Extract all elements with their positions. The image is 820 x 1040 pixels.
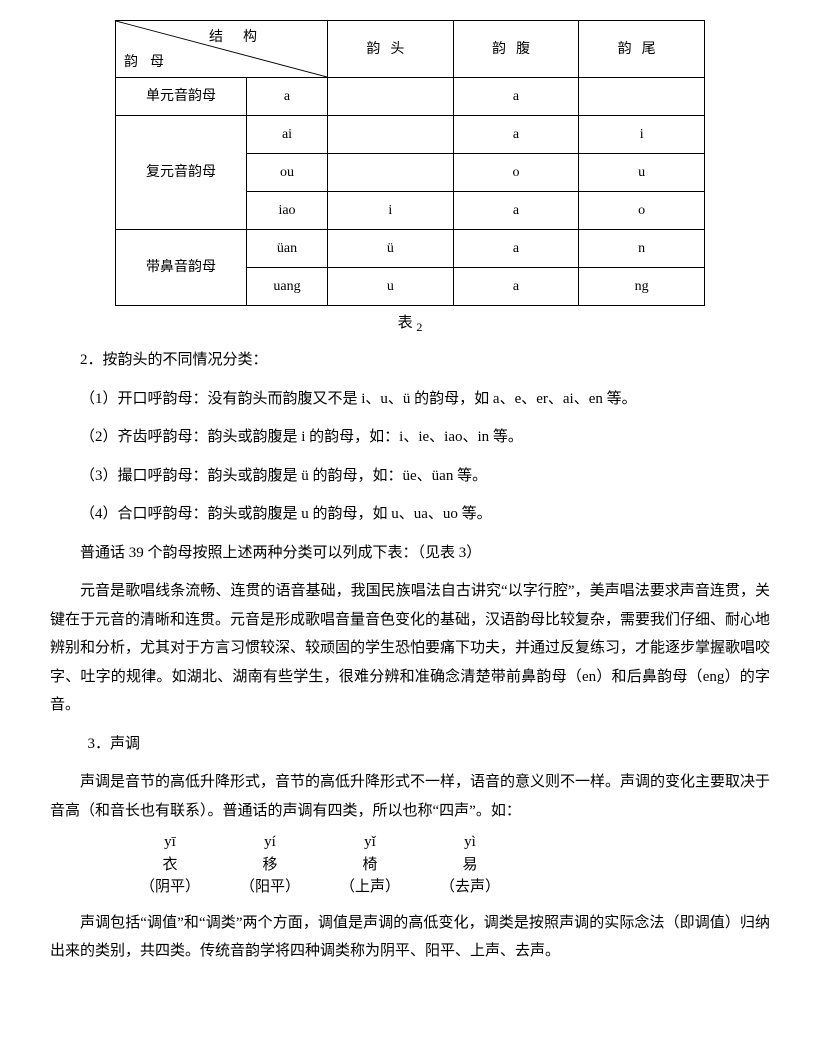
cell-full: iao [247,192,328,230]
page-root: 结构 韵母 韵头 韵腹 韵尾 单元音韵母 a a 复元音韵母 ai a [0,0,820,996]
cell-tail: ng [579,268,705,306]
tone-name: （上声） [340,876,400,899]
four-tones-example: yī yí yǐ yì 衣 移 椅 易 （阴平） （阳平） （上声） （去声） [140,831,770,899]
tone-pinyin: yǐ [340,831,400,854]
classification-item: （4）合口呼韵母：韵头或韵腹是 u 的韵母，如 u、ua、uo 等。 [50,500,770,529]
tones-pinyin-row: yī yí yǐ yì [140,831,770,854]
cell-head [328,116,454,154]
cell-belly: a [453,78,579,116]
row-category: 复元音韵母 [116,116,247,230]
cell-belly: a [453,192,579,230]
diagonal-header-cell: 结构 韵母 [116,21,328,78]
cell-belly: a [453,230,579,268]
cell-full: üan [247,230,328,268]
row-category: 带鼻音韵母 [116,230,247,306]
cell-tail: i [579,116,705,154]
tones-name-row: （阴平） （阳平） （上声） （去声） [140,876,770,899]
cell-head: ü [328,230,454,268]
tone-pinyin: yí [240,831,300,854]
classification-item: （1）开口呼韵母：没有韵头而韵腹又不是 i、u、ü 的韵母，如 a、e、er、a… [50,385,770,414]
tone-char: 衣 [140,854,200,877]
tone-pinyin: yì [440,831,500,854]
caption-num: 2 [416,320,422,334]
table-container: 结构 韵母 韵头 韵腹 韵尾 单元音韵母 a a 复元音韵母 ai a [50,20,770,306]
section-title: 按韵头的不同情况分类： [103,352,268,368]
cell-tail [579,78,705,116]
tone-pinyin: yī [140,831,200,854]
tone-name: （去声） [440,876,500,899]
section-2-after: 普通话 39 个韵母按照上述两种分类可以列成下表：（见表 3） [50,539,770,568]
cell-tail: o [579,192,705,230]
cell-head [328,78,454,116]
section-3-p2: 声调包括“调值”和“调类”两个方面，调值是声调的高低变化，调类是按照声调的实际念… [50,909,770,966]
caption-label: 表 [398,315,413,331]
cell-belly: a [453,116,579,154]
section-3-p1: 声调是音节的高低升降形式，音节的高低升降形式不一样，语音的意义则不一样。声调的变… [50,768,770,825]
table-caption: 表 2 [50,312,770,336]
classification-item: （2）齐齿呼韵母：韵头或韵腹是 i 的韵母，如：i、ie、iao、in 等。 [50,423,770,452]
section-num: 2． [80,352,103,368]
table-header-row: 结构 韵母 韵头 韵腹 韵尾 [116,21,705,78]
tone-char: 移 [240,854,300,877]
cell-full: uang [247,268,328,306]
table-row: 复元音韵母 ai a i [116,116,705,154]
section-3-heading: 3．声调 [50,730,770,759]
body-paragraph: 元音是歌唱线条流畅、连贯的语音基础，我国民族唱法自古讲究“以字行腔”，美声唱法要… [50,577,770,720]
diag-top-label: 结构 [209,27,277,48]
tone-name: （阴平） [140,876,200,899]
diag-bottom-label: 韵母 [124,52,176,73]
cell-belly: o [453,154,579,192]
cell-full: ou [247,154,328,192]
cell-tail: n [579,230,705,268]
cell-full: ai [247,116,328,154]
cell-belly: a [453,268,579,306]
tone-name: （阳平） [240,876,300,899]
rhyme-structure-table: 结构 韵母 韵头 韵腹 韵尾 单元音韵母 a a 复元音韵母 ai a [115,20,705,306]
col-header-tail: 韵尾 [579,21,705,78]
tones-char-row: 衣 移 椅 易 [140,854,770,877]
tone-char: 椅 [340,854,400,877]
cell-head: i [328,192,454,230]
cell-head [328,154,454,192]
cell-head: u [328,268,454,306]
table-row: 单元音韵母 a a [116,78,705,116]
cell-tail: u [579,154,705,192]
classification-item: （3）撮口呼韵母：韵头或韵腹是 ü 的韵母，如：üe、üan 等。 [50,462,770,491]
table-row: 带鼻音韵母 üan ü a n [116,230,705,268]
col-header-belly: 韵腹 [453,21,579,78]
row-category: 单元音韵母 [116,78,247,116]
col-header-head: 韵头 [328,21,454,78]
section-2-heading: 2．按韵头的不同情况分类： [50,346,770,375]
cell-full: a [247,78,328,116]
tone-char: 易 [440,854,500,877]
